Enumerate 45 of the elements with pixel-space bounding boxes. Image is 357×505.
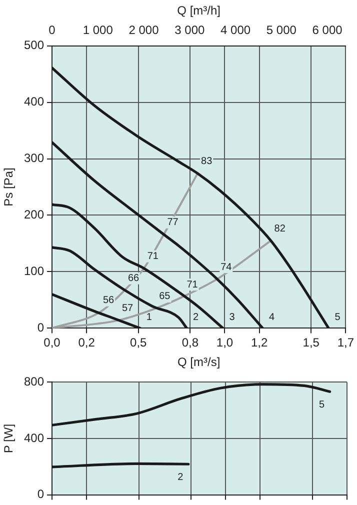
annotation: 66	[128, 273, 140, 284]
series-label: 5	[319, 399, 326, 410]
annotation: 77	[167, 217, 179, 228]
series-label: 2	[178, 472, 184, 483]
y-tick-label: 100	[24, 264, 44, 278]
x-tick-label: 0,8	[182, 336, 199, 350]
x2-tick-label: 1 000	[82, 22, 114, 37]
x2-tick-label: 5 000	[266, 22, 297, 37]
x2-axis-title: Q [m³/h]	[177, 4, 220, 18]
x2-tick-label: 2 000	[128, 22, 160, 37]
x-tick-label: 0,0	[44, 336, 61, 350]
y-axis-title: Ps [Pa]	[2, 168, 16, 206]
y-tick-label: 400	[24, 430, 44, 445]
x-tick-label: 1,0	[216, 336, 234, 350]
series-label: 5	[334, 312, 341, 323]
x2-tick-label: 6 000	[312, 22, 343, 37]
annotation: 83	[201, 156, 213, 168]
x-tick-label: 0,2	[78, 336, 96, 350]
annotation: 71	[147, 251, 159, 262]
y-tick-label: 400	[24, 94, 44, 109]
x2-tick-label: 0	[48, 22, 56, 37]
annotation: 74	[220, 262, 232, 273]
x-tick-label: 1,2	[250, 336, 268, 350]
y-tick-label: 800	[24, 374, 44, 389]
y-tick-label: 0	[37, 320, 44, 335]
y-tick-label: 300	[24, 151, 44, 166]
x2-tick-label: 4 000	[220, 22, 251, 37]
x-tick-label: 0,5	[130, 336, 148, 350]
series-label: 3	[229, 312, 236, 323]
y-axis-title: P [W]	[2, 424, 16, 454]
y-tick-label: 0	[37, 487, 44, 502]
series-label: 1	[146, 312, 152, 323]
x-tick-label: 1,7	[337, 336, 354, 350]
y-tick-label: 200	[24, 208, 44, 222]
annotation: 71	[186, 279, 198, 290]
series-label: 4	[268, 312, 275, 323]
annotation: 57	[122, 303, 134, 314]
x-tick-label: 1,5	[302, 336, 320, 350]
annotation: 82	[274, 223, 286, 234]
y-tick-label: 500	[24, 38, 44, 52]
annotation: 65	[159, 291, 171, 302]
x-axis-title: Q [m³/s]	[177, 355, 220, 370]
x2-tick-label: 3 000	[174, 22, 205, 37]
annotation: 56	[102, 295, 115, 306]
series-label: 2	[192, 312, 199, 323]
